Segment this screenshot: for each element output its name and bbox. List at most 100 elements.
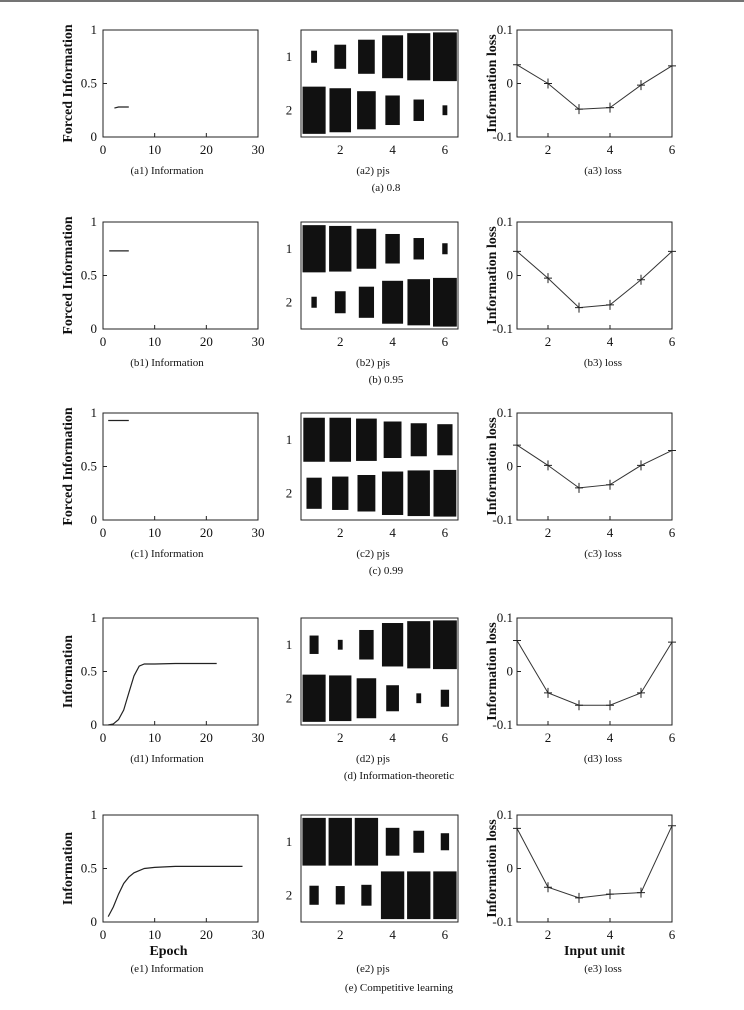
loss-curve (516, 64, 673, 110)
pjs-block (306, 477, 322, 509)
plot-frame (102, 221, 259, 330)
pjs-block (413, 238, 424, 260)
loss-marker (606, 102, 614, 113)
y-tick-label: 0 (91, 717, 98, 732)
y-tick-label: 0.1 (497, 214, 513, 229)
y-tick-label: 1 (91, 405, 98, 420)
y-axis-label: Forced Information (61, 216, 76, 335)
x-tick-label: 4 (607, 730, 614, 745)
y-tick-label: 0 (91, 914, 98, 929)
x-tick-label: 0 (100, 730, 107, 745)
y-tick-label: 0.1 (497, 405, 513, 420)
pjs-block (335, 886, 345, 905)
loss-marker (544, 78, 552, 89)
loss-marker (575, 482, 583, 493)
pjs-block (381, 471, 404, 515)
pjs-block (356, 418, 377, 461)
pjs-plot: 1 2 2 4 6 (e2) pjs (286, 814, 459, 975)
x-tick-label: 30 (252, 927, 265, 942)
plot-frame (300, 617, 459, 726)
row-label: 2 (286, 887, 293, 902)
pjs-block (381, 623, 404, 667)
pjs-plot: 1 2 2 4 6 (c2) pjs (286, 412, 459, 560)
loss-curve (516, 251, 673, 309)
panel-caption: (a3) loss (584, 165, 622, 177)
loss-marker (544, 460, 552, 471)
pjs-block (385, 95, 400, 126)
row-caption: (c) 0.99 (369, 565, 404, 577)
x-tick-label: 10 (148, 142, 161, 157)
panel-caption: (a2) pjs (356, 165, 389, 177)
information-curve (114, 106, 129, 109)
x-tick-label: 30 (252, 142, 265, 157)
pjs-block (442, 105, 448, 116)
x-tick-label: 6 (442, 730, 449, 745)
y-tick-label: 0 (507, 664, 514, 679)
loss-marker (544, 882, 552, 893)
y-axis-label: Information loss (485, 622, 500, 721)
plot-frame (516, 29, 673, 138)
y-tick-label: 1 (91, 610, 98, 625)
loss-curve (516, 640, 673, 706)
pjs-block (309, 635, 319, 654)
pjs-block (332, 476, 349, 510)
x-tick-label: 6 (442, 927, 449, 942)
loss-marker (513, 823, 521, 834)
loss-marker (668, 445, 676, 456)
pjs-block (440, 833, 450, 851)
plot-frame (516, 412, 673, 521)
x-tick-label: 10 (148, 334, 161, 349)
row-label: 2 (286, 690, 293, 705)
pjs-block (385, 233, 400, 264)
loss-marker (606, 889, 614, 900)
y-axis-label: Information (61, 832, 76, 905)
y-tick-label: -0.1 (492, 512, 513, 527)
y-axis-label: Information loss (485, 34, 500, 133)
row-label: 2 (286, 102, 293, 117)
x-tick-label: 6 (669, 927, 676, 942)
row-caption: (d) Information-theoretic (344, 770, 454, 782)
pjs-block (358, 39, 375, 74)
x-tick-label: 30 (252, 334, 265, 349)
panel-caption: (b1) Information (130, 357, 204, 369)
pjs-block (311, 296, 317, 308)
pjs-block (407, 621, 431, 669)
y-tick-label: 0.1 (497, 22, 513, 37)
row-label: 1 (286, 241, 293, 256)
pjs-block (442, 243, 448, 255)
panel-caption: (b3) loss (584, 357, 622, 369)
x-tick-label: 0 (100, 927, 107, 942)
x-axis-label: Input unit (564, 944, 625, 959)
x-tick-label: 4 (389, 142, 396, 157)
information-plot: 0 10 20 30 0 0.5 1 Forced Information (c1) Infor… (61, 405, 265, 560)
x-axis-label: Epoch (149, 944, 187, 959)
row-caption: (e) Competitive learning (345, 982, 454, 994)
plot-frame (300, 814, 459, 923)
loss-marker (606, 700, 614, 711)
x-tick-label: 10 (148, 525, 161, 540)
row-label: 2 (286, 294, 293, 309)
loss-marker (513, 59, 521, 70)
pjs-block (437, 424, 453, 456)
x-tick-label: 6 (442, 525, 449, 540)
y-tick-label: 0 (91, 512, 98, 527)
x-tick-label: 4 (389, 927, 396, 942)
pjs-block (302, 674, 326, 722)
plot-frame (102, 412, 259, 521)
y-tick-label: -0.1 (492, 914, 513, 929)
y-tick-label: 0 (507, 76, 514, 91)
x-tick-label: 2 (545, 142, 552, 157)
pjs-block (356, 678, 377, 719)
pjs-block (385, 827, 400, 856)
pjs-block (334, 44, 347, 69)
information-plot: 0 10 20 30 0 0.5 1 Forced Information (b1) Infor… (61, 214, 265, 369)
loss-marker (513, 246, 521, 257)
pjs-block (407, 871, 431, 920)
x-tick-label: 20 (200, 334, 213, 349)
x-tick-label: 6 (669, 730, 676, 745)
y-tick-label: 1 (91, 214, 98, 229)
